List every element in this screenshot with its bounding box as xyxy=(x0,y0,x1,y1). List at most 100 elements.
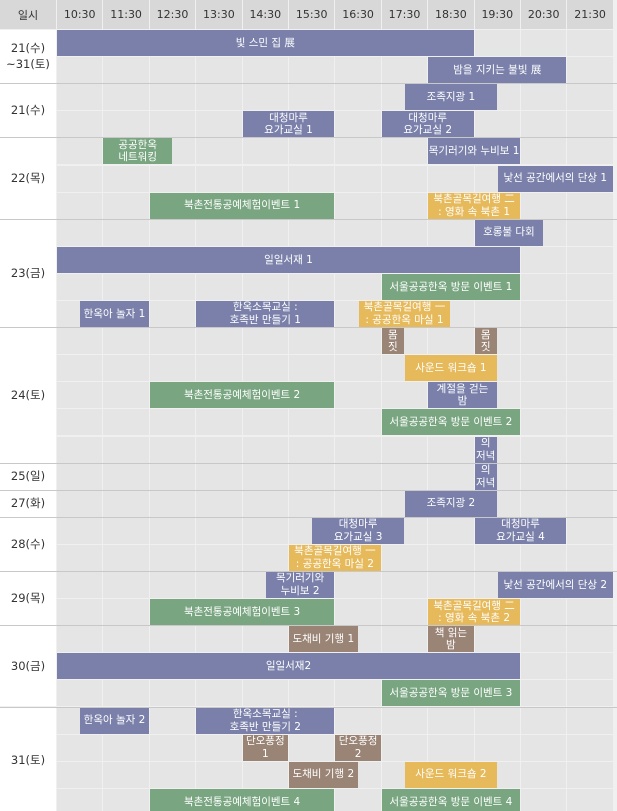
event-block[interactable]: 목기러기와 누비보 2 xyxy=(265,572,335,599)
grid-cell xyxy=(57,572,103,599)
event-block[interactable]: 몸 짓 xyxy=(381,328,404,355)
grid-cell xyxy=(196,463,242,490)
grid-cell xyxy=(428,517,474,544)
event-block[interactable]: 한옥아 놀자 1 xyxy=(80,301,149,328)
grid-cell xyxy=(521,707,567,734)
grid-cell xyxy=(474,111,520,138)
grid-cell xyxy=(103,273,149,300)
event-block[interactable]: 책 읽는 밤 xyxy=(428,626,474,653)
event-block[interactable]: 북촌전통공예체험이벤트 1 xyxy=(149,192,335,219)
event-block[interactable]: 한옥아 놀자 2 xyxy=(80,707,149,734)
event-block[interactable]: 한옥의 저녁 2 xyxy=(474,463,497,490)
grid-cell xyxy=(242,328,288,355)
event-block[interactable]: 북촌골목길여행 一 : 공공한옥 마실 2 xyxy=(289,544,381,571)
event-block[interactable]: 서울공공한옥 방문 이벤트 4 xyxy=(381,788,520,811)
event-block[interactable]: 북촌골목길여행 二 : 영화 속 북촌 1 xyxy=(428,192,520,219)
event-block[interactable]: 서울공공한옥 방문 이벤트 3 xyxy=(381,680,520,707)
grid-cell xyxy=(381,707,428,734)
day-separator xyxy=(0,625,617,627)
grid-cell xyxy=(103,788,149,811)
time-header-cell: 12:30 xyxy=(149,0,196,29)
grid-cell xyxy=(196,734,242,761)
event-block[interactable]: 도채비 기행 2 xyxy=(289,761,358,788)
event-block[interactable]: 대청마루 요가교실 3 xyxy=(312,517,404,544)
event-block[interactable]: 몸 짓 xyxy=(474,328,497,355)
grid-cell xyxy=(57,436,103,463)
event-block[interactable]: 단오풍정 2 xyxy=(335,734,381,761)
grid-cell xyxy=(289,328,335,355)
event-block[interactable]: 서울공공한옥 방문 이벤트 2 xyxy=(381,409,520,436)
event-block[interactable]: 대청마루 요가교실 2 xyxy=(381,111,474,138)
event-block[interactable]: 호롱불 다회 xyxy=(474,219,544,246)
event-block[interactable]: 한옥소목교실 : 호족반 만들기 2 xyxy=(196,707,335,734)
event-block[interactable]: 북촌전통공예체험이벤트 3 xyxy=(149,599,335,626)
grid-cell xyxy=(381,57,428,84)
grid-cell xyxy=(567,246,613,273)
grid-cell xyxy=(567,138,613,165)
grid-cell xyxy=(428,328,474,355)
grid-cell xyxy=(242,761,288,788)
event-block[interactable]: 서울공공한옥 방문 이벤트 1 xyxy=(381,273,520,300)
grid-cell xyxy=(103,355,149,382)
event-block[interactable]: 한옥소목교실 : 호족반 만들기 1 xyxy=(196,301,335,328)
grid-cell xyxy=(103,111,149,138)
day-separator xyxy=(0,218,617,220)
day-separator xyxy=(0,516,617,518)
event-block[interactable]: 대청마루 요가교실 4 xyxy=(474,517,567,544)
grid-cell xyxy=(149,490,196,517)
time-header-cell: 14:30 xyxy=(242,0,288,29)
grid-cell xyxy=(103,734,149,761)
grid-cell xyxy=(289,463,335,490)
grid-cell xyxy=(567,788,613,811)
event-block[interactable]: 북촌전통공예체험이벤트 2 xyxy=(149,382,335,409)
grid-cell xyxy=(335,572,381,599)
grid-cell xyxy=(242,517,288,544)
grid-cell xyxy=(196,355,242,382)
event-block[interactable]: 계절을 걷는 밤 xyxy=(428,382,497,409)
event-block[interactable]: 빛 스민 집 展 xyxy=(57,30,474,57)
day-label: 27(화) xyxy=(0,490,56,517)
grid-cell xyxy=(567,355,613,382)
event-block[interactable]: 밤을 지키는 불빛 展 xyxy=(428,57,567,84)
event-block[interactable]: 일일서재2 xyxy=(57,653,520,680)
grid-cell xyxy=(289,680,335,707)
grid-cell xyxy=(57,517,103,544)
grid-cell xyxy=(335,328,381,355)
grid-cell xyxy=(381,192,428,219)
event-block[interactable]: 도채비 기행 1 xyxy=(289,626,358,653)
grid-cell xyxy=(335,680,381,707)
grid-cell xyxy=(149,572,196,599)
day-label: 22(목) xyxy=(0,138,56,219)
event-block[interactable]: 대청마루 요가교실 1 xyxy=(242,111,335,138)
event-block[interactable]: 북촌골목길여행 二 : 영화 속 북촌 2 xyxy=(428,599,520,626)
grid-cell xyxy=(149,355,196,382)
grid-cell xyxy=(521,382,567,409)
grid-cell xyxy=(521,246,567,273)
event-block[interactable]: 일일서재 1 xyxy=(57,246,520,273)
grid-cell xyxy=(381,626,428,653)
event-block[interactable]: 낯선 공간에서의 단상 2 xyxy=(497,572,613,599)
event-block[interactable]: 사운드 워크숍 2 xyxy=(405,761,497,788)
event-block[interactable]: 낯선 공간에서의 단상 1 xyxy=(497,165,613,192)
event-block[interactable]: 사운드 워크숍 1 xyxy=(405,355,497,382)
grid-cell xyxy=(381,219,428,246)
grid-cell xyxy=(567,761,613,788)
event-block[interactable]: 조족지광 1 xyxy=(405,84,497,111)
grid-cell xyxy=(474,30,520,57)
grid-cell xyxy=(149,328,196,355)
grid-cell xyxy=(103,436,149,463)
event-block[interactable]: 단오풍정 1 xyxy=(242,734,288,761)
event-block[interactable]: 북촌전통공예체험이벤트 4 xyxy=(149,788,335,811)
grid-cell xyxy=(474,707,520,734)
event-block[interactable]: 공공한옥 네트워킹 xyxy=(103,138,172,165)
grid-cell xyxy=(521,599,567,626)
event-block[interactable]: 조족지광 2 xyxy=(405,490,497,517)
grid-cell xyxy=(196,680,242,707)
grid-cell xyxy=(242,463,288,490)
event-block[interactable]: 목기러기와 누비보 1 xyxy=(428,138,520,165)
event-block[interactable]: 북촌골목길여행 一 : 공공한옥 마실 1 xyxy=(358,301,451,328)
event-block[interactable]: 한옥의 저녁 1 xyxy=(474,436,497,463)
grid-cell xyxy=(242,680,288,707)
grid-cell xyxy=(521,734,567,761)
grid-cell xyxy=(567,463,613,490)
